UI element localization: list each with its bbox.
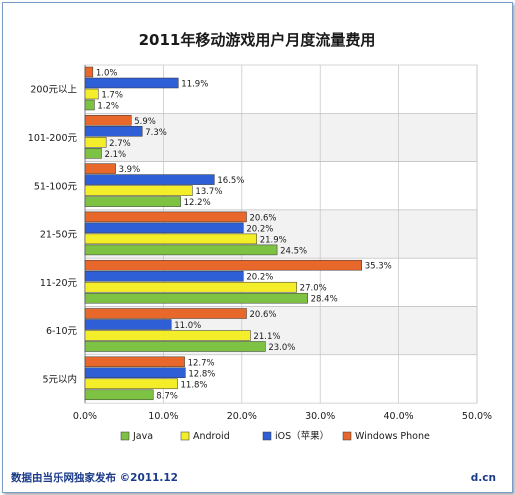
bar (84, 341, 266, 352)
bar (84, 281, 297, 293)
bar (84, 233, 257, 245)
bar (84, 356, 185, 368)
data-label: 5.9% (134, 117, 156, 127)
bars (84, 66, 363, 401)
data-label: 20.6% (250, 310, 277, 320)
legend-swatch (342, 431, 352, 441)
x-tick-label: 20.0% (227, 411, 257, 422)
bar (84, 319, 172, 330)
data-label: 12.2% (184, 198, 211, 208)
x-tick-labels: 0.0% 10.0% 20.0% 30.0% 40.0% 50.0% (73, 411, 492, 422)
data-label: 27.0% (300, 284, 327, 294)
data-label: 1.7% (101, 91, 123, 101)
legend-swatch (120, 431, 130, 441)
data-label: 7.3% (145, 128, 167, 138)
category-band (84, 64, 478, 114)
data-label: 8.7% (156, 391, 178, 401)
bar (84, 163, 116, 174)
data-label: 2.1% (104, 150, 126, 160)
legend-swatch (262, 431, 272, 441)
data-label: 16.5% (217, 176, 244, 186)
category-label: 51-100元 (34, 181, 78, 192)
legend-label: Android (193, 431, 230, 442)
bar (84, 222, 244, 234)
legend-item: Java (120, 431, 153, 442)
legend-label: iOS（苹果） (275, 430, 329, 442)
bar (84, 88, 99, 100)
data-label: 13.7% (195, 187, 222, 197)
data-label: 1.2% (97, 102, 119, 112)
footer-source: 数据由当乐网独家发布 ©2011.12 (10, 471, 178, 484)
category-band (84, 113, 478, 162)
legend-swatch (180, 431, 190, 441)
bar (84, 174, 215, 185)
x-tick-label: 50.0% (462, 411, 492, 422)
data-label: 12.7% (188, 358, 215, 368)
data-label: 12.8% (188, 369, 215, 379)
footer-site: d.cn (471, 472, 496, 484)
bar (84, 259, 363, 271)
chart-title: 2011年移动游戏用户月度流量费用 (139, 31, 376, 49)
data-label: 35.3% (365, 262, 392, 272)
data-label: 28.4% (311, 295, 338, 305)
x-tick-label: 40.0% (384, 411, 414, 422)
category-label: 21-50元 (40, 230, 78, 241)
bar (84, 389, 154, 401)
bar (84, 77, 179, 89)
x-tick-label: 10.0% (148, 411, 178, 422)
bar (84, 126, 143, 137)
data-label: 23.0% (268, 343, 295, 353)
data-label: 21.9% (260, 235, 287, 245)
bar (84, 115, 132, 126)
chart: 2011年移动游戏用户月度流量费用 1.0% 5.9% 3.9% 20.6% 35.3%… (10, 31, 496, 484)
bar (84, 99, 95, 111)
legend: Java Android iOS（苹果） Windows Phone (120, 430, 430, 442)
legend-item: Android (180, 431, 230, 442)
bar (84, 148, 102, 159)
bar (84, 308, 247, 319)
bar (84, 137, 107, 148)
legend-label: Java (132, 431, 153, 442)
bar (84, 367, 186, 379)
data-label: 1.0% (96, 69, 118, 79)
data-label: 20.2% (246, 224, 273, 234)
category-label: 200元以上 (30, 85, 77, 96)
data-label: 11.0% (174, 321, 201, 331)
bar (84, 292, 308, 304)
bar (84, 66, 94, 78)
bar (84, 270, 244, 282)
category-label: 6-10元 (46, 326, 78, 337)
bar (84, 244, 278, 256)
bar (84, 185, 193, 196)
data-label: 21.1% (253, 332, 280, 342)
bar (84, 211, 247, 223)
category-label: 5元以内 (42, 373, 77, 385)
x-tick-label: 30.0% (305, 411, 335, 422)
data-label: 11.9% (181, 80, 208, 90)
category-label: 11-20元 (40, 278, 78, 289)
data-label: 20.6% (250, 213, 277, 223)
legend-label: Windows Phone (355, 431, 430, 442)
data-label: 3.9% (119, 165, 141, 175)
bar (84, 196, 181, 207)
category-label: 101-200元 (28, 133, 78, 144)
legend-item: iOS（苹果） (262, 430, 329, 442)
x-tick-label: 0.0% (73, 411, 97, 422)
bar (84, 378, 178, 390)
category-labels: 200元以上 101-200元 51-100元 21-50元 11-20元 6-10元 5元… (28, 85, 78, 386)
legend-item: Windows Phone (342, 431, 430, 442)
data-label: 24.5% (280, 246, 307, 256)
bar (84, 330, 251, 341)
data-labels: 1.0% 5.9% 3.9% 20.6% 35.3% 20.6% 12.7% 11.9% 7.3… (96, 69, 392, 402)
data-label: 2.7% (109, 139, 131, 149)
data-label: 11.8% (181, 380, 208, 390)
data-label: 20.2% (246, 273, 273, 283)
